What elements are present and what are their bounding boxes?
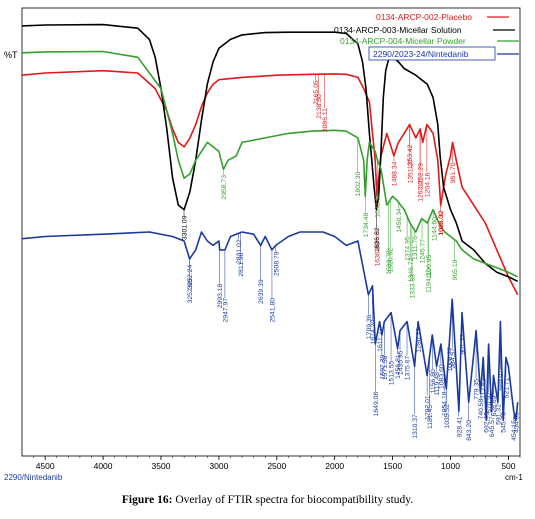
peak-label: 1375.67 — [405, 355, 412, 380]
peak-label: 981.70 — [450, 162, 457, 183]
peak-label: 1310.37 — [412, 414, 419, 439]
peak-label: 1181.45 — [427, 405, 434, 429]
x-tick-label: 4000 — [94, 461, 113, 471]
peak-label: 2811.90 — [238, 252, 245, 276]
x-tick-label: 2500 — [267, 461, 286, 471]
peak-label: 1194.11 — [426, 269, 433, 293]
x-tick-label: 2000 — [325, 461, 344, 471]
peak-label: 965.19 — [452, 259, 459, 280]
peak-label: 1054.18 — [442, 391, 449, 416]
peak-label: 521.71 — [503, 377, 510, 398]
x-unit-label: cm-1 — [505, 473, 523, 482]
peak-label: 1611.77 — [377, 328, 384, 352]
peak-label: 1280.23 — [416, 328, 423, 353]
caption-text: Overlay of FTIR spectra for biocompatibi… — [175, 494, 413, 506]
peak-label: 1144.60 — [431, 217, 438, 241]
peak-label: 1520.62 — [388, 248, 395, 273]
peak-label: 3301.09 — [182, 215, 189, 240]
peak-label: 2508.79 — [273, 251, 280, 276]
peak-label: 1351.27 — [407, 159, 414, 184]
peak-label: 1734.48 — [363, 213, 370, 238]
peak-label: 1674.20 — [370, 320, 377, 345]
peak-label: 928.41 — [456, 416, 463, 437]
legend-entry-nintedanib: 2290/2023-24/Nintedanib — [373, 49, 469, 59]
peak-label: 1333.33 — [409, 274, 416, 299]
peak-label: 1435.95 — [398, 350, 405, 375]
peak-label: 843.20 — [466, 420, 473, 441]
peak-label: 1802.30 — [355, 172, 362, 197]
peak-label: 1649.08 — [373, 392, 380, 417]
peak-label: 1632.58 — [375, 193, 382, 218]
peak-label: 1636.82 — [374, 227, 381, 252]
peak-label: 2947.97 — [222, 298, 229, 323]
caption-label: Figure 16: — [122, 494, 173, 506]
peak-label: 2639.39 — [258, 279, 265, 304]
peak-label: 779.35 — [474, 379, 481, 400]
peak-label: 1263.01 — [418, 177, 425, 202]
peak-label: 1008.77 — [447, 347, 454, 372]
x-tick-label: 3000 — [209, 461, 228, 471]
footer-label: 2290/Nintedanib — [4, 473, 63, 482]
legend-entry-micellar-powder: 0134-ARCP-004-Micellar Powder — [340, 36, 466, 46]
x-tick-label: 3500 — [152, 461, 171, 471]
x-tick-label: 500 — [501, 461, 515, 471]
legend-entry-placebo: 0134-ARCP-002-Placebo — [376, 12, 472, 22]
peak-label: 2086.11 — [322, 108, 329, 132]
peak-label: 1084.32 — [438, 210, 445, 235]
peak-label: 1204.16 — [424, 172, 431, 197]
peak-label: 434.55 — [513, 412, 520, 433]
peak-label: 1450.34 — [396, 208, 403, 233]
x-tick-label: 1500 — [383, 461, 402, 471]
peak-label: 1311.76 — [412, 236, 419, 260]
peak-label: 3252.60 — [187, 279, 194, 304]
peak-label: 2541.80 — [269, 298, 276, 323]
x-tick-label: 1000 — [441, 461, 460, 471]
peak-label: 901.33 — [459, 334, 466, 355]
figure-caption: Figure 16: Overlay of FTIR spectra for b… — [0, 494, 535, 506]
peak-label: 1488.34 — [391, 161, 398, 186]
legend-entry-micellar-solution: 0134-ARCP-003-Micellar Solution — [334, 25, 462, 35]
peak-label: 545.70 — [501, 412, 508, 433]
y-axis-label: %T — [4, 50, 18, 60]
x-tick-label: 4500 — [36, 461, 55, 471]
peak-label: 2958.73 — [221, 175, 228, 200]
